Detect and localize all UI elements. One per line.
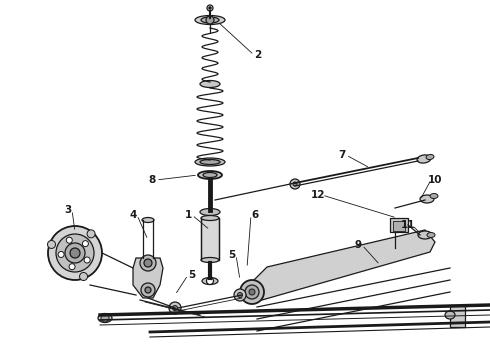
Ellipse shape	[200, 208, 220, 216]
Circle shape	[238, 292, 243, 297]
Ellipse shape	[418, 231, 432, 239]
Circle shape	[70, 248, 80, 258]
Ellipse shape	[430, 194, 438, 198]
Ellipse shape	[198, 171, 222, 179]
Circle shape	[234, 289, 246, 301]
Bar	[390, 218, 408, 232]
Polygon shape	[250, 230, 435, 300]
Ellipse shape	[195, 15, 225, 24]
Ellipse shape	[200, 81, 220, 87]
Text: 10: 10	[428, 175, 442, 185]
Bar	[393, 221, 405, 231]
Circle shape	[82, 240, 88, 247]
Circle shape	[56, 234, 94, 272]
Ellipse shape	[200, 159, 220, 165]
Text: 4: 4	[129, 210, 137, 220]
Polygon shape	[133, 258, 163, 298]
Circle shape	[209, 6, 212, 9]
Circle shape	[169, 302, 181, 314]
Ellipse shape	[420, 195, 434, 203]
Circle shape	[144, 259, 152, 267]
Text: 8: 8	[148, 175, 156, 185]
Circle shape	[206, 278, 214, 284]
Ellipse shape	[417, 155, 431, 163]
Circle shape	[206, 16, 214, 24]
Text: 2: 2	[254, 50, 262, 60]
Text: 12: 12	[311, 190, 325, 200]
Bar	[450, 305, 465, 327]
Text: 5: 5	[188, 270, 196, 280]
Circle shape	[69, 264, 75, 270]
Text: 11: 11	[401, 220, 415, 230]
Circle shape	[84, 257, 90, 263]
Circle shape	[293, 182, 297, 186]
Circle shape	[240, 280, 264, 304]
Text: 3: 3	[64, 205, 72, 215]
Text: 9: 9	[354, 240, 362, 250]
Circle shape	[290, 179, 300, 189]
Circle shape	[48, 226, 102, 280]
Ellipse shape	[201, 17, 219, 23]
Ellipse shape	[201, 216, 219, 220]
Circle shape	[141, 283, 155, 297]
Ellipse shape	[427, 233, 435, 238]
Circle shape	[140, 255, 156, 271]
Ellipse shape	[195, 158, 225, 166]
Ellipse shape	[426, 154, 434, 159]
Ellipse shape	[142, 217, 154, 222]
Ellipse shape	[203, 172, 217, 177]
Circle shape	[245, 285, 259, 299]
Circle shape	[58, 252, 64, 257]
Circle shape	[66, 237, 73, 243]
Bar	[201, 218, 219, 260]
Ellipse shape	[202, 278, 218, 284]
Circle shape	[65, 243, 85, 263]
Circle shape	[207, 5, 213, 11]
Ellipse shape	[445, 311, 455, 319]
Text: 5: 5	[228, 250, 236, 260]
Circle shape	[79, 273, 88, 280]
Circle shape	[249, 289, 255, 295]
Ellipse shape	[98, 314, 112, 323]
Text: 7: 7	[338, 150, 345, 160]
Ellipse shape	[201, 257, 219, 262]
Circle shape	[101, 314, 109, 322]
Circle shape	[87, 230, 95, 238]
Circle shape	[48, 240, 55, 248]
Circle shape	[172, 306, 177, 310]
Text: 6: 6	[251, 210, 259, 220]
Text: 1: 1	[184, 210, 192, 220]
Circle shape	[145, 287, 151, 293]
